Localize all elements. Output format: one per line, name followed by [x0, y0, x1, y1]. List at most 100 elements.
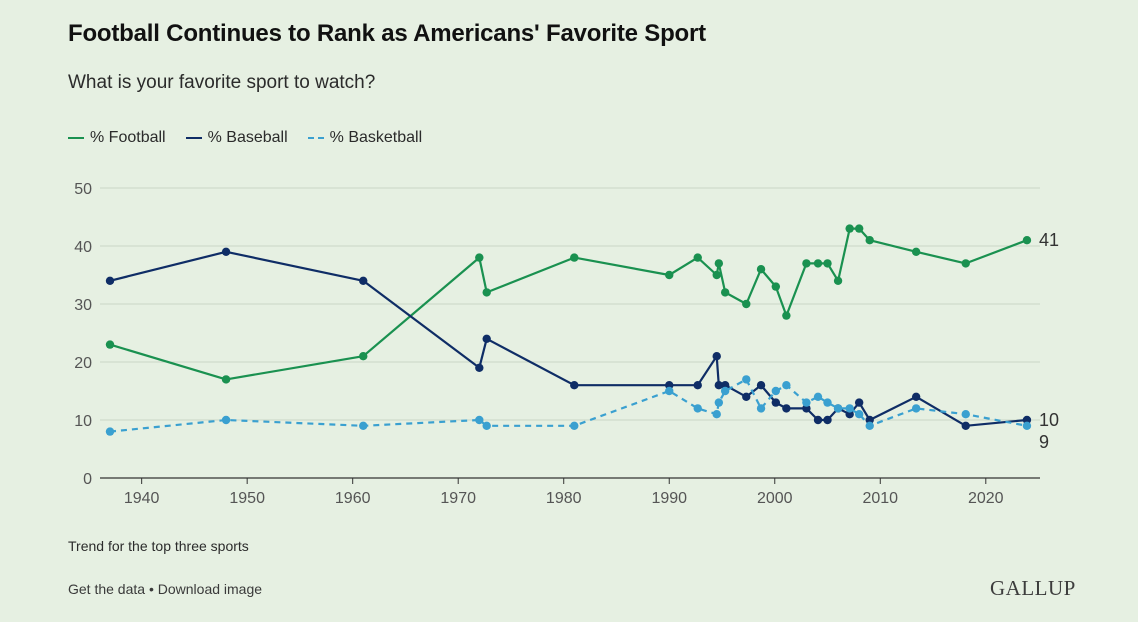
data-point-basketball-4 — [482, 421, 491, 430]
legend-item-football[interactable]: % Football — [68, 129, 166, 147]
data-point-basketball-15 — [802, 398, 811, 407]
data-point-baseball-22 — [911, 392, 921, 401]
data-point-basketball-19 — [845, 404, 854, 413]
data-point-basketball-23 — [961, 410, 970, 419]
data-point-football-10 — [720, 288, 730, 297]
y-tick-label-30: 30 — [74, 297, 92, 314]
data-point-baseball-11 — [742, 392, 751, 401]
data-point-football-20 — [854, 224, 864, 233]
data-point-baseball-0 — [105, 276, 115, 285]
data-point-baseball-15 — [802, 404, 811, 413]
data-point-football-3 — [475, 253, 484, 262]
legend-item-baseball[interactable]: % Baseball — [185, 129, 288, 147]
data-point-basketball-18 — [833, 404, 843, 413]
y-tick-label-50: 50 — [74, 181, 92, 198]
data-point-football-8 — [712, 270, 721, 280]
end-label-baseball: 10 — [1039, 410, 1059, 430]
get-data-link[interactable]: Get the data — [68, 581, 146, 597]
data-point-football-23 — [961, 259, 970, 268]
data-point-baseball-21 — [865, 415, 874, 425]
data-point-basketball-10 — [720, 386, 730, 396]
data-point-baseball-2 — [359, 276, 368, 285]
footer-links: Get the data • Download image — [68, 581, 262, 597]
x-tick-label-1960: 1960 — [335, 490, 371, 507]
data-point-football-1 — [221, 375, 231, 384]
data-point-football-6 — [665, 270, 674, 280]
data-point-baseball-24 — [1022, 415, 1032, 425]
y-tick-label-10: 10 — [74, 413, 92, 430]
data-point-basketball-5 — [570, 421, 579, 430]
series-line-basketball — [109, 378, 1028, 433]
data-point-baseball-6 — [665, 381, 674, 390]
gallup-logo: GALLUP — [990, 576, 1076, 600]
data-point-football-22 — [911, 247, 921, 256]
data-point-baseball-10 — [720, 381, 730, 390]
x-tick-label-2020: 2020 — [968, 490, 1004, 507]
data-point-baseball-8 — [712, 352, 721, 361]
data-point-football-21 — [865, 236, 874, 245]
data-point-baseball-5 — [570, 381, 579, 390]
chart-title: Football Continues to Rank as Americans'… — [68, 20, 706, 47]
y-tick-label-0: 0 — [83, 471, 92, 488]
x-tick-label-1990: 1990 — [651, 490, 687, 507]
end-label-basketball: 9 — [1039, 432, 1049, 452]
download-image-link[interactable]: Download image — [157, 581, 263, 597]
data-point-basketball-24 — [1022, 421, 1032, 430]
x-tick-label-1940: 1940 — [124, 490, 160, 507]
x-tick-label-1980: 1980 — [546, 490, 582, 507]
legend-swatch-basketball — [307, 137, 324, 139]
chart-note: Trend for the top three sports — [68, 538, 249, 554]
x-tick-label-1970: 1970 — [440, 490, 476, 507]
data-point-football-24 — [1022, 236, 1032, 245]
data-point-basketball-9 — [714, 398, 724, 407]
legend-swatch-football — [68, 137, 84, 139]
data-point-football-14 — [782, 311, 791, 320]
data-point-football-7 — [693, 253, 702, 262]
footer-separator: • — [148, 581, 154, 597]
data-point-baseball-1 — [221, 247, 231, 256]
data-point-baseball-7 — [693, 381, 702, 390]
x-tick-label-2000: 2000 — [757, 490, 793, 507]
data-point-baseball-4 — [482, 334, 491, 343]
data-point-basketball-1 — [221, 415, 231, 425]
data-point-baseball-3 — [475, 363, 484, 372]
data-point-basketball-14 — [782, 381, 791, 390]
end-label-football: 41 — [1039, 230, 1059, 250]
x-tick-label-2010: 2010 — [862, 490, 898, 507]
x-tick-label-1950: 1950 — [229, 490, 265, 507]
data-point-football-12 — [756, 265, 766, 274]
data-point-basketball-22 — [911, 404, 921, 413]
y-tick-label-40: 40 — [74, 239, 92, 256]
legend-label-baseball: % Baseball — [207, 129, 288, 146]
data-point-basketball-20 — [854, 410, 864, 419]
data-point-basketball-0 — [105, 427, 115, 436]
data-point-football-19 — [845, 224, 854, 233]
data-point-basketball-12 — [756, 404, 766, 413]
data-point-baseball-20 — [854, 398, 864, 407]
data-point-baseball-16 — [813, 415, 823, 425]
data-point-basketball-16 — [813, 392, 823, 401]
series-line-baseball — [109, 250, 1028, 427]
data-point-basketball-6 — [665, 386, 674, 396]
legend-item-basketball[interactable]: % Basketball — [307, 129, 423, 147]
data-point-basketball-11 — [742, 375, 751, 384]
data-point-basketball-17 — [823, 398, 832, 407]
data-point-baseball-12 — [756, 381, 766, 390]
data-point-football-16 — [813, 259, 823, 268]
data-point-football-0 — [105, 340, 115, 349]
data-point-football-9 — [714, 259, 724, 268]
y-tick-label-20: 20 — [74, 355, 92, 372]
data-point-football-17 — [823, 259, 832, 268]
data-point-baseball-23 — [961, 421, 970, 430]
chart-legend: % Football % Baseball % Basketball — [68, 129, 422, 147]
data-point-baseball-9 — [714, 381, 724, 390]
data-point-basketball-13 — [771, 386, 781, 396]
data-point-basketball-2 — [359, 421, 368, 430]
data-point-baseball-13 — [771, 398, 781, 407]
data-point-football-11 — [742, 299, 751, 309]
data-point-basketball-21 — [865, 421, 874, 430]
legend-label-basketball: % Basketball — [329, 129, 423, 146]
data-point-basketball-3 — [475, 415, 484, 425]
data-point-football-13 — [771, 282, 781, 291]
